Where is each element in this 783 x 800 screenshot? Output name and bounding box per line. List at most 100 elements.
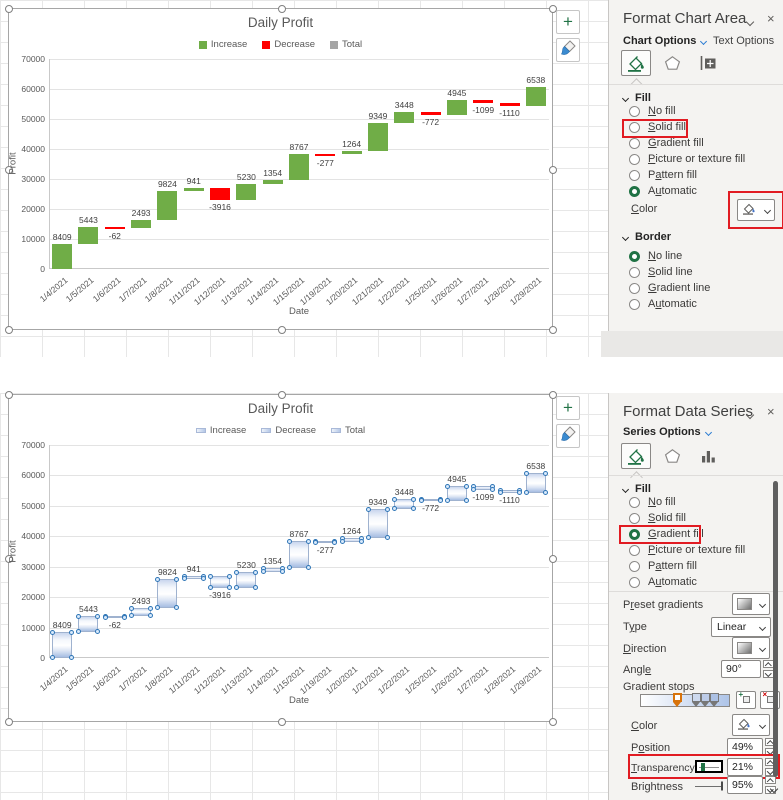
waterfall-bar-1-14-2021[interactable]	[262, 179, 283, 184]
section-header-fill[interactable]: Fill	[621, 483, 651, 495]
series-selection-handle[interactable]	[444, 498, 450, 504]
series-selection-handle[interactable]	[471, 486, 477, 492]
effects-pentagon-icon[interactable]	[657, 443, 687, 469]
fill-and-line-bucket-icon[interactable]	[621, 443, 651, 469]
series-selection-handle[interactable]	[121, 614, 127, 620]
waterfall-bar-1-21-2021[interactable]	[367, 122, 388, 151]
series-selection-handle[interactable]	[306, 538, 311, 544]
dropdown-direction[interactable]	[732, 637, 770, 659]
radio-picture-or-texture-fill[interactable]	[629, 544, 640, 556]
gradient-stop-0[interactable]	[673, 693, 683, 707]
add-chart-element-button[interactable]: +	[556, 10, 580, 34]
spinner-position[interactable]: 49%	[727, 738, 763, 756]
waterfall-bar-1-19-2021[interactable]	[315, 153, 336, 156]
radio-automatic[interactable]	[629, 185, 640, 197]
chart-title[interactable]: Daily Profit	[247, 401, 314, 416]
series-selection-handle[interactable]	[155, 576, 161, 582]
option-solid-line[interactable]: Solid line	[629, 266, 693, 278]
series-selection-handle[interactable]	[463, 498, 469, 504]
chart-selection-handle[interactable]	[277, 326, 286, 334]
series-selection-handle[interactable]	[69, 655, 75, 660]
option-picture-or-texture-fill[interactable]: Picture or texture fill	[629, 544, 745, 556]
spin-down-icon[interactable]	[765, 785, 776, 794]
brightness-slider[interactable]	[695, 779, 723, 792]
waterfall-bar-1-4-2021[interactable]	[52, 243, 73, 269]
series-selection-handle[interactable]	[50, 630, 56, 636]
option-picture-or-texture-fill[interactable]: Picture or texture fill	[629, 153, 745, 165]
spinner-brightness[interactable]: 95%	[727, 776, 763, 794]
add-gradient-stop-button[interactable]: +	[736, 691, 756, 709]
series-selection-handle[interactable]	[358, 538, 364, 544]
radio-no-line[interactable]	[629, 250, 640, 262]
option-solid-fill[interactable]: Solid fill	[629, 121, 686, 133]
spin-up-icon[interactable]	[765, 776, 776, 785]
series-selection-handle[interactable]	[339, 538, 345, 544]
chart-selection-handle[interactable]	[5, 391, 13, 399]
y-axis-title[interactable]: Profit	[7, 152, 19, 175]
series-selection-handle[interactable]	[411, 496, 417, 502]
chart-area-daily-profit[interactable]: Daily Profit Increase Decrease Total 0 10000 2…	[5, 391, 557, 726]
series-selection-handle[interactable]	[437, 498, 443, 504]
radio-automatic[interactable]	[629, 576, 640, 588]
chevron-down-icon[interactable]	[745, 16, 755, 27]
chart-selection-handle[interactable]	[5, 555, 13, 563]
series-selection-handle[interactable]	[365, 507, 371, 513]
waterfall-bar-1-11-2021[interactable]	[183, 187, 204, 191]
series-selection-handle[interactable]	[516, 489, 522, 495]
waterfall-bar-1-20-2021[interactable]	[341, 150, 362, 155]
option-gradient-line[interactable]: Gradient line	[629, 282, 710, 294]
chart-selection-handle[interactable]	[5, 166, 13, 174]
chevron-down-icon[interactable]	[745, 409, 755, 420]
legend-item-decrease[interactable]: Decrease	[262, 39, 315, 50]
radio-automatic[interactable]	[629, 298, 640, 310]
waterfall-bar-1-15-2021[interactable]	[289, 540, 309, 568]
waterfall-bar-1-27-2021[interactable]	[473, 99, 494, 103]
option-no-fill[interactable]: No fill	[629, 496, 676, 508]
close-icon[interactable]: ×	[767, 404, 775, 419]
series-selection-handle[interactable]	[174, 576, 180, 582]
waterfall-bar-1-13-2021[interactable]	[236, 571, 257, 588]
option-gradient-fill[interactable]: Gradient fill	[629, 137, 704, 149]
chart-selection-handle[interactable]	[277, 5, 286, 13]
add-chart-element-button[interactable]: +	[556, 396, 580, 420]
series-selection-handle[interactable]	[253, 569, 259, 575]
series-selection-handle[interactable]	[234, 584, 240, 590]
option-automatic[interactable]: Automatic	[629, 576, 697, 588]
series-selection-handle[interactable]	[76, 613, 82, 619]
series-selection-handle[interactable]	[102, 614, 108, 620]
select-gradient-type[interactable]: Linear	[711, 617, 771, 637]
series-selection-handle[interactable]	[313, 539, 319, 545]
series-selection-handle[interactable]	[411, 506, 417, 512]
transparency-slider[interactable]	[695, 760, 723, 773]
chart-selection-handle[interactable]	[549, 555, 557, 563]
option-pattern-fill[interactable]: Pattern fill	[629, 169, 697, 181]
waterfall-bar-1-29-2021[interactable]	[525, 86, 546, 107]
series-selection-handle[interactable]	[523, 471, 529, 477]
gradient-stop-2[interactable]	[701, 693, 711, 707]
option-automatic[interactable]: Automatic	[629, 185, 697, 197]
waterfall-bar-1-15-2021[interactable]	[289, 153, 309, 180]
series-selection-handle[interactable]	[490, 486, 496, 492]
spinner-transparency[interactable]: 21%	[727, 758, 763, 776]
legend-item-increase[interactable]: Increase	[198, 39, 247, 50]
series-selection-handle[interactable]	[155, 605, 161, 611]
series-selection-handle[interactable]	[148, 606, 154, 612]
waterfall-bar-1-5-2021[interactable]	[78, 615, 99, 633]
series-selection-handle[interactable]	[95, 613, 101, 619]
series-selection-handle[interactable]	[418, 498, 424, 504]
chart-selection-handle[interactable]	[5, 326, 13, 334]
series-columns-icon[interactable]	[693, 443, 723, 469]
series-selection-handle[interactable]	[208, 573, 214, 579]
radio-gradient-fill[interactable]	[629, 528, 640, 540]
waterfall-bar-1-12-2021[interactable]	[210, 575, 231, 588]
waterfall-bar-1-25-2021[interactable]	[420, 112, 441, 115]
waterfall-bar-1-8-2021[interactable]	[157, 190, 178, 221]
chart-selection-handle[interactable]	[277, 718, 286, 726]
radio-picture-or-texture-fill[interactable]	[629, 153, 640, 165]
series-selection-handle[interactable]	[384, 534, 390, 540]
series-selection-handle[interactable]	[234, 569, 240, 575]
slider-thumb[interactable]	[721, 781, 723, 790]
series-selection-handle[interactable]	[287, 564, 292, 570]
dropdown-preset-gradients[interactable]	[732, 593, 770, 615]
legend-item-total[interactable]: Total	[330, 39, 362, 50]
